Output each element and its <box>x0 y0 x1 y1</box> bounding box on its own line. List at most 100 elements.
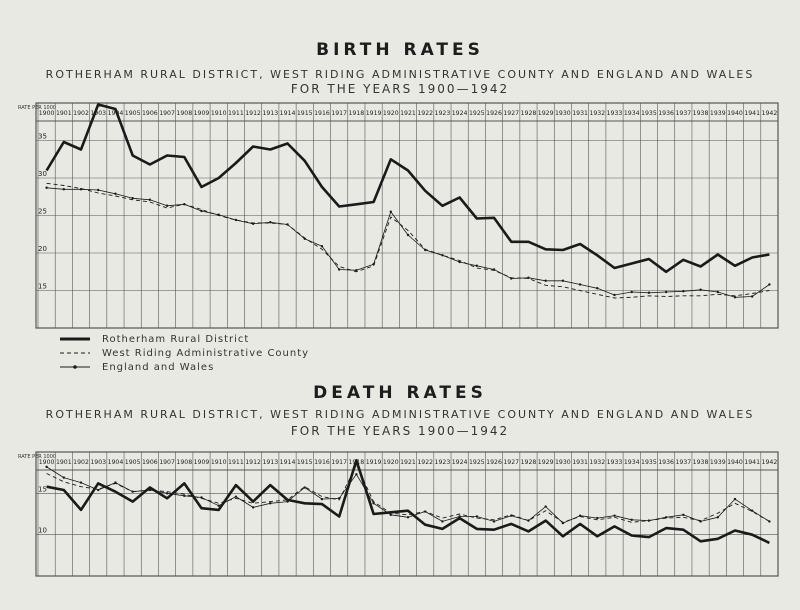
x-tick-label: 1928 <box>521 459 537 466</box>
series-line-west-riding-administrative-county <box>46 464 770 523</box>
data-point-england-and-wales <box>165 204 169 207</box>
x-tick-label: 1936 <box>658 110 674 117</box>
series-line-west-riding-administrative-county <box>46 182 770 299</box>
birth-chart-years: FOR THE YEARS 1900—1942 <box>290 82 510 96</box>
data-point-england-and-wales <box>62 188 66 191</box>
data-point-england-and-wales <box>269 221 272 224</box>
x-tick-label: 1905 <box>125 110 141 117</box>
series-line-rotherham-rural-district <box>46 458 770 545</box>
data-point-england-and-wales <box>458 260 461 264</box>
x-tick-label: 1916 <box>314 110 330 117</box>
x-tick-label: 1938 <box>693 110 709 117</box>
data-point-england-and-wales <box>699 288 702 291</box>
data-point-england-and-wales <box>492 520 496 523</box>
x-tick-label: 1940 <box>727 110 743 117</box>
data-point-england-and-wales <box>79 481 83 484</box>
data-point-england-and-wales <box>286 223 289 226</box>
x-tick-label: 1904 <box>108 110 124 117</box>
data-point-england-and-wales <box>510 277 513 280</box>
x-tick-label: 1900 <box>39 459 55 466</box>
data-point-england-and-wales <box>148 198 152 201</box>
y-tick-label: 15 <box>38 283 47 291</box>
data-point-england-and-wales <box>544 279 547 282</box>
data-point-england-and-wales <box>664 290 668 294</box>
x-tick-label: 1911 <box>228 459 244 466</box>
x-tick-label: 1927 <box>503 110 519 117</box>
legend-item-west-riding: West Riding Administrative County <box>58 346 309 360</box>
data-point-england-and-wales <box>251 222 255 225</box>
x-tick-label: 1907 <box>159 110 175 117</box>
data-point-england-and-wales <box>372 502 375 505</box>
x-tick-label: 1907 <box>159 459 175 466</box>
y-tick-label: 15 <box>38 485 47 493</box>
data-point-england-and-wales <box>510 514 513 517</box>
x-tick-label: 1924 <box>452 459 468 466</box>
death-chart-subtitle: ROTHERHAM RURAL DISTRICT, WEST RIDING AD… <box>45 408 755 421</box>
x-tick-label: 1923 <box>435 110 451 117</box>
legend-label: England and Wales <box>102 361 215 373</box>
data-point-england-and-wales <box>750 295 754 298</box>
x-tick-label: 1914 <box>280 110 296 117</box>
x-tick-label: 1936 <box>658 459 674 466</box>
data-point-england-and-wales <box>716 290 719 294</box>
data-point-england-and-wales <box>45 186 48 189</box>
data-point-england-and-wales <box>131 197 134 200</box>
x-tick-label: 1903 <box>90 459 106 466</box>
data-point-england-and-wales <box>355 269 358 272</box>
x-tick-label: 1921 <box>400 459 416 466</box>
data-point-england-and-wales <box>578 514 582 517</box>
x-tick-label: 1935 <box>641 110 657 117</box>
data-point-england-and-wales <box>62 476 66 479</box>
x-tick-label: 1900 <box>39 110 55 117</box>
data-point-england-and-wales <box>630 518 633 521</box>
data-point-england-and-wales <box>475 264 479 267</box>
y-tick-label: 10 <box>38 527 47 535</box>
data-point-england-and-wales <box>750 509 754 512</box>
data-point-england-and-wales <box>183 494 186 498</box>
y-tick-label: 25 <box>38 208 47 216</box>
x-tick-label: 1913 <box>262 459 278 466</box>
data-point-england-and-wales <box>97 488 100 492</box>
data-point-england-and-wales <box>527 519 530 522</box>
data-point-england-and-wales <box>561 521 565 525</box>
x-tick-label: 1930 <box>555 110 571 117</box>
data-point-england-and-wales <box>492 268 496 271</box>
x-tick-label: 1914 <box>280 459 296 466</box>
x-tick-label: 1931 <box>572 459 588 466</box>
data-point-england-and-wales <box>630 290 633 294</box>
x-tick-label: 1912 <box>245 459 261 466</box>
x-tick-label: 1917 <box>331 110 347 117</box>
x-tick-label: 1912 <box>245 110 261 117</box>
data-point-england-and-wales <box>682 513 685 517</box>
data-point-england-and-wales <box>269 502 272 505</box>
birth-chart-subtitle: ROTHERHAM RURAL DISTRICT, WEST RIDING AD… <box>45 68 755 81</box>
x-tick-label: 1931 <box>572 110 588 117</box>
data-point-england-and-wales <box>561 279 565 282</box>
x-tick-label: 1929 <box>538 110 554 117</box>
data-point-england-and-wales <box>234 218 238 222</box>
data-point-england-and-wales <box>217 504 220 507</box>
x-tick-label: 1932 <box>589 459 605 466</box>
data-point-england-and-wales <box>114 192 117 195</box>
x-tick-label: 1923 <box>435 459 451 466</box>
x-tick-label: 1934 <box>624 459 640 466</box>
x-tick-label: 1941 <box>744 110 760 117</box>
x-tick-label: 1926 <box>486 459 502 466</box>
x-tick-label: 1906 <box>142 110 158 117</box>
data-point-england-and-wales <box>217 213 220 216</box>
data-point-england-and-wales <box>389 513 392 517</box>
series-line-rotherham-rural-district <box>45 103 770 274</box>
x-tick-label: 1916 <box>314 459 330 466</box>
data-point-england-and-wales <box>424 248 427 252</box>
death-chart-title: DEATH RATES <box>313 383 487 403</box>
data-point-england-and-wales <box>337 497 341 500</box>
data-point-england-and-wales <box>303 486 306 489</box>
x-tick-label: 1928 <box>521 110 537 117</box>
data-point-england-and-wales <box>406 516 410 519</box>
x-tick-label: 1920 <box>383 459 399 466</box>
death-chart-years: FOR THE YEARS 1900—1942 <box>290 424 510 438</box>
data-point-england-and-wales <box>303 237 306 240</box>
rate-per-1000-label: RATE PER 1000 <box>18 105 56 111</box>
x-tick-label: 1941 <box>744 459 760 466</box>
